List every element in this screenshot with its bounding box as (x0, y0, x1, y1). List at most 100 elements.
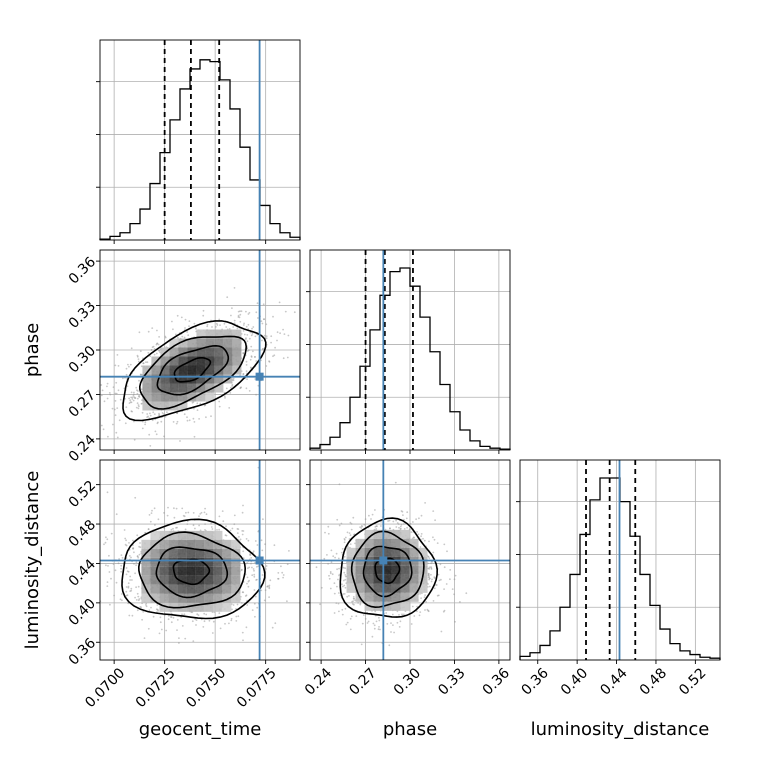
sample-point (251, 574, 254, 577)
sample-point (389, 527, 391, 530)
sample-point (160, 628, 163, 631)
density-cell (373, 547, 383, 557)
sample-point (283, 333, 286, 335)
sample-point (237, 314, 240, 317)
density-cell (141, 575, 151, 585)
sample-point (320, 586, 323, 589)
sample-point (257, 317, 259, 319)
y-tick-label: 0.33 (66, 298, 99, 331)
sample-point (135, 564, 138, 566)
sample-point (411, 605, 414, 608)
density-cell (159, 530, 169, 540)
contour-line (350, 530, 425, 609)
density-cell (178, 356, 188, 366)
density-cell (391, 601, 401, 611)
sample-point (102, 428, 105, 431)
y-tick-label: 0.24 (66, 432, 99, 465)
sample-point (336, 585, 338, 588)
sample-point (159, 616, 162, 619)
sample-point (333, 592, 336, 595)
density-cell (400, 529, 410, 539)
sample-point (242, 324, 245, 326)
sample-point (128, 542, 130, 544)
sample-point (111, 407, 114, 410)
sample-point (307, 543, 309, 545)
sample-point (142, 362, 145, 365)
density-cell (151, 392, 161, 402)
sample-point (139, 546, 142, 549)
sample-point (186, 416, 188, 419)
sample-point (443, 609, 446, 612)
sample-point (262, 518, 264, 521)
sample-point (333, 582, 336, 585)
sample-point (158, 632, 161, 635)
sample-point (327, 525, 330, 528)
sample-point (115, 581, 118, 584)
sample-point (200, 511, 203, 514)
sample-point (137, 358, 140, 360)
density-cell (178, 392, 188, 402)
sample-point (115, 431, 118, 434)
x-tick-label: 0.0725 (133, 665, 179, 711)
sample-point (106, 397, 109, 400)
sample-point (261, 549, 264, 552)
x-tick-label: 0.52 (676, 665, 709, 698)
sample-point (245, 370, 248, 372)
contour-line (155, 546, 229, 599)
sample-point (127, 363, 129, 366)
sample-point (416, 605, 418, 608)
sample-point (151, 346, 154, 349)
sample-point (113, 594, 115, 597)
sample-point (224, 622, 226, 625)
sample-point (245, 310, 247, 313)
sample-point (343, 593, 346, 595)
sample-point (155, 343, 158, 346)
density-cell (382, 547, 392, 557)
sample-point (141, 618, 144, 621)
sample-point (370, 518, 372, 520)
density-cell (159, 584, 169, 594)
density-cell (232, 338, 242, 348)
sample-point (376, 525, 378, 528)
density-cell (204, 602, 214, 612)
sample-point (413, 615, 416, 617)
density-cell (187, 338, 197, 348)
sample-point (100, 384, 103, 386)
density-cell (141, 593, 151, 603)
density-cell (400, 583, 410, 593)
sample-point (128, 397, 131, 400)
density-cell (231, 548, 241, 558)
sample-point (137, 556, 140, 559)
sample-point (342, 566, 345, 569)
sample-point (420, 597, 422, 600)
sample-point (272, 355, 274, 358)
sample-point (203, 620, 206, 623)
sample-point (360, 643, 363, 646)
sample-point (160, 420, 163, 423)
sample-point (395, 519, 397, 522)
sample-point (112, 386, 115, 389)
sample-point (406, 526, 408, 529)
sample-point (445, 583, 448, 585)
sample-point (156, 604, 159, 606)
sample-point (256, 606, 259, 609)
sample-point (113, 408, 116, 411)
density-cell (364, 583, 374, 593)
sample-point (443, 543, 446, 546)
density-cell (168, 548, 178, 558)
scatter-geocent_time-phase (96, 250, 300, 454)
sample-point (206, 323, 209, 326)
sample-point (236, 603, 239, 606)
sample-point (437, 573, 440, 576)
sample-point (236, 528, 239, 530)
sample-point (443, 566, 446, 569)
density-cell (150, 575, 160, 585)
sample-point (345, 623, 348, 626)
sample-point (352, 516, 355, 519)
sample-point (265, 323, 268, 326)
sample-point (195, 624, 197, 626)
sample-point (405, 517, 408, 520)
sample-point (125, 373, 128, 376)
sample-point (156, 329, 158, 332)
density-cell (159, 566, 169, 576)
